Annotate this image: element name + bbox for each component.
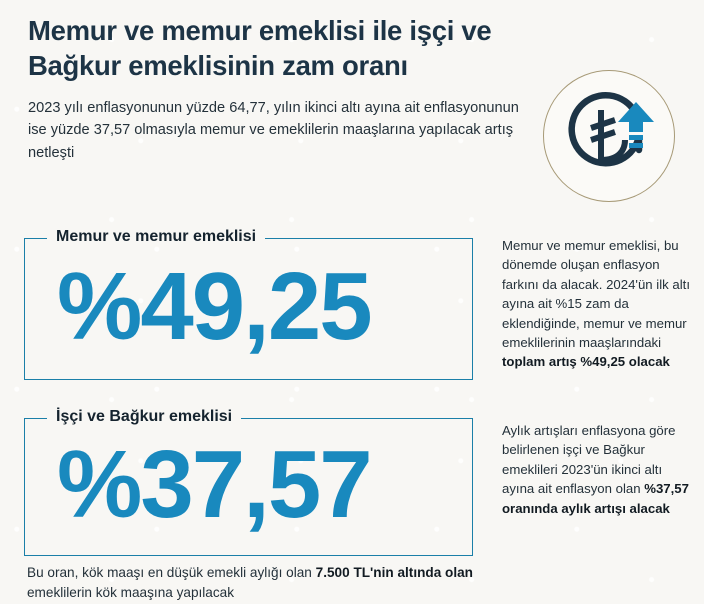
page-subtitle: 2023 yılı enflasyonunun yüzde 64,77, yıl… bbox=[28, 100, 519, 161]
footer-note: Bu oran, kök maaşı en düşük emekli aylığ… bbox=[27, 565, 473, 601]
stat-card-isci-bagkur-value: %37,57 bbox=[57, 431, 373, 538]
lira-increase-badge bbox=[543, 70, 675, 202]
turkish-lira-increase-icon bbox=[568, 92, 654, 167]
stat-card-memur: Memur ve memur emeklisi %49,25 bbox=[24, 228, 473, 380]
stat-card-memur-note: Memur ve memur emeklisi, bu dönemde oluş… bbox=[502, 238, 690, 370]
stat-card-isci-bagkur-label: İşçi ve Bağkur emeklisi bbox=[47, 408, 242, 426]
stat-card-isci-bagkur: İşçi ve Bağkur emeklisi %37,57 bbox=[24, 408, 473, 556]
page-title: Memur ve memur emeklisi ile işçi ve Bağk… bbox=[28, 15, 492, 81]
stat-card-memur-value: %49,25 bbox=[57, 253, 373, 360]
header: Memur ve memur emeklisi ile işçi ve Bağk… bbox=[28, 14, 528, 164]
stat-card-isci-bagkur-note: Aylık artışları enflasyona göre belirlen… bbox=[502, 423, 689, 516]
stat-card-memur-label: Memur ve memur emeklisi bbox=[47, 228, 266, 246]
up-arrow-icon bbox=[618, 102, 654, 148]
